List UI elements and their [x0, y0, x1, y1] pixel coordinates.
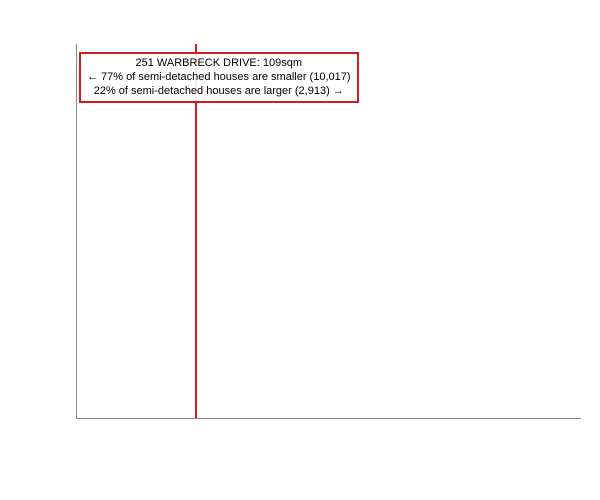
annotation-callout: 251 WARBRECK DRIVE: 109sqm← 77% of semi-… — [79, 52, 359, 103]
annotation-line2: ← 77% of semi-detached houses are smalle… — [87, 71, 351, 85]
plot-area: 251 WARBRECK DRIVE: 109sqm← 77% of semi-… — [76, 44, 581, 419]
chart-container: { "title_line1": "251, WARBRECK DRIVE, B… — [0, 0, 600, 500]
annotation-line3: 22% of semi-detached houses are larger (… — [87, 85, 351, 99]
annotation-line1: 251 WARBRECK DRIVE: 109sqm — [87, 57, 351, 71]
